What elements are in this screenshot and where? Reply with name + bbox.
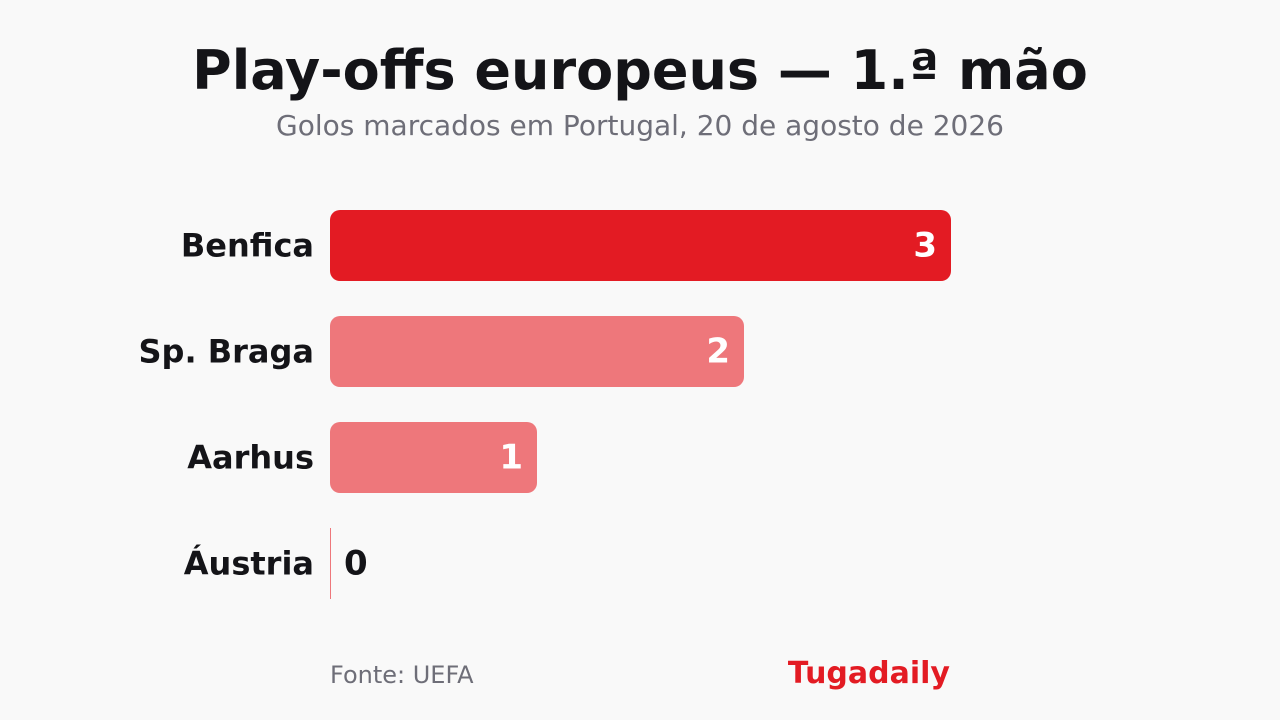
value-label: 3 — [913, 226, 937, 266]
bar — [330, 210, 951, 281]
bar — [330, 316, 744, 387]
category-label: Benfica — [181, 227, 314, 265]
bar — [330, 422, 537, 493]
category-label: Aarhus — [187, 439, 314, 477]
source-note: Fonte: UEFA — [330, 661, 474, 689]
chart-subtitle: Golos marcados em Portugal, 20 de agosto… — [276, 109, 1004, 142]
category-label: Áustria — [184, 545, 314, 583]
value-label: 2 — [706, 332, 730, 372]
value-label: 1 — [499, 438, 523, 478]
value-label: 0 — [344, 544, 368, 584]
category-label: Sp. Braga — [138, 333, 314, 371]
chart-title: Play-offs europeus — 1.ª mão — [192, 39, 1088, 102]
brand-logo: Tugadaily — [787, 656, 950, 691]
